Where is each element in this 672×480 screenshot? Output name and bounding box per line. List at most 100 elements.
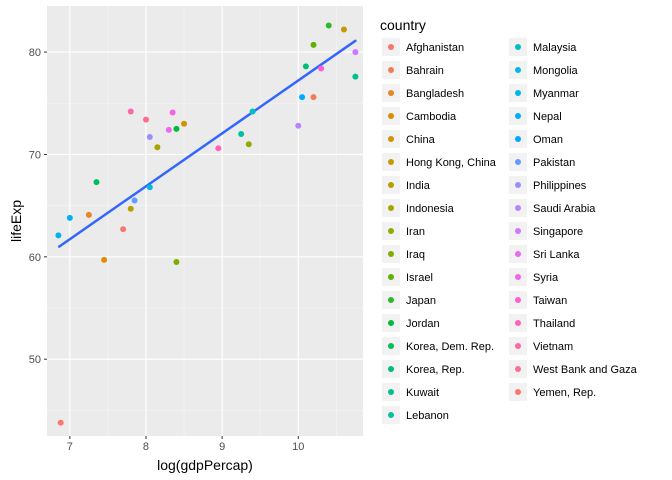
- legend-item: Kuwait: [382, 383, 439, 401]
- legend-swatch: [515, 136, 521, 142]
- legend-label: Myanmar: [533, 88, 579, 100]
- legend-item: Korea, Dem. Rep.: [382, 337, 494, 355]
- data-point: [299, 94, 306, 101]
- legend-swatch: [388, 274, 394, 280]
- major-gridlines: [47, 6, 363, 436]
- legend-swatch: [388, 251, 394, 257]
- legend-swatch: [515, 297, 521, 303]
- legend-label: Korea, Rep.: [406, 364, 465, 376]
- legend-swatch: [388, 205, 394, 211]
- legend-label: Singapore: [533, 226, 583, 238]
- legend-item: Cambodia: [382, 107, 457, 125]
- legend-swatch: [388, 44, 394, 50]
- legend-swatch: [515, 182, 521, 188]
- data-point: [215, 145, 222, 152]
- legend-label: Taiwan: [533, 295, 567, 307]
- minor-gridlines: [47, 6, 363, 436]
- legend-swatch: [388, 113, 394, 119]
- legend-item: Taiwan: [509, 291, 567, 309]
- legend-item: Myanmar: [509, 84, 579, 102]
- legend-label: Hong Kong, China: [406, 157, 497, 169]
- legend-swatch: [515, 159, 521, 165]
- y-axis-title: lifeExp: [8, 200, 24, 242]
- legend-item: Sri Lanka: [509, 245, 580, 263]
- legend-label: Afghanistan: [406, 42, 464, 54]
- legend-label: Syria: [533, 272, 559, 284]
- legend-item: Philippines: [509, 176, 587, 194]
- legend-item: Lebanon: [382, 406, 449, 424]
- legend-item: Hong Kong, China: [382, 153, 497, 171]
- data-point: [57, 419, 64, 426]
- legend-item: Afghanistan: [382, 38, 464, 56]
- legend-label: Yemen, Rep.: [533, 387, 596, 399]
- legend-item: Bangladesh: [382, 84, 464, 102]
- data-point: [55, 232, 62, 239]
- legend-swatch: [388, 159, 394, 165]
- legend-swatch: [388, 412, 394, 418]
- legend-label: Saudi Arabia: [533, 203, 596, 215]
- legend-label: Israel: [406, 272, 433, 284]
- legend-item: Vietnam: [509, 337, 573, 355]
- legend-label: Kuwait: [406, 387, 439, 399]
- legend-label: West Bank and Gaza: [533, 364, 638, 376]
- legend-label: Iraq: [406, 249, 425, 261]
- data-point: [165, 126, 172, 133]
- data-point: [120, 226, 127, 233]
- legend-item: Indonesia: [382, 199, 455, 217]
- legend-swatch: [515, 366, 521, 372]
- data-point: [340, 26, 347, 33]
- data-point: [302, 63, 309, 70]
- legend-label: Sri Lanka: [533, 249, 580, 261]
- data-points: [55, 22, 359, 426]
- legend-swatch: [515, 274, 521, 280]
- data-point: [169, 109, 176, 116]
- legend-swatch: [388, 228, 394, 234]
- legend-label: Indonesia: [406, 203, 455, 215]
- legend-swatch: [388, 182, 394, 188]
- data-point: [146, 184, 153, 191]
- legend-swatch: [388, 67, 394, 73]
- legend-item: Korea, Rep.: [382, 360, 465, 378]
- y-tick-label: 60: [29, 252, 41, 264]
- legend-item: India: [382, 176, 431, 194]
- axis-ticks: [44, 51, 299, 439]
- regression-line: [57, 39, 357, 248]
- legend-item: Malaysia: [509, 38, 577, 56]
- legend-item: Mongolia: [509, 61, 579, 79]
- legend-item: Pakistan: [509, 153, 575, 171]
- legend-label: Iran: [406, 226, 425, 238]
- legend-item: West Bank and Gaza: [509, 360, 638, 378]
- legend-item: Jordan: [382, 314, 440, 332]
- legend-label: Cambodia: [406, 111, 457, 123]
- data-point: [181, 120, 188, 127]
- legend-swatch: [388, 297, 394, 303]
- legend-item: Bahrain: [382, 61, 444, 79]
- data-point: [173, 125, 180, 132]
- legend-item: Iran: [382, 222, 425, 240]
- legend-label: Lebanon: [406, 410, 449, 422]
- data-point: [142, 116, 149, 123]
- legend-item: Saudi Arabia: [509, 199, 596, 217]
- data-point: [66, 214, 73, 221]
- legend-item: China: [382, 130, 436, 148]
- legend-label: Japan: [406, 295, 436, 307]
- legend-item: Oman: [509, 130, 563, 148]
- legend-item: Yemen, Rep.: [509, 383, 596, 401]
- legend-swatch: [388, 90, 394, 96]
- data-point: [238, 130, 245, 137]
- legend-label: Nepal: [533, 111, 562, 123]
- legend-label: Thailand: [533, 318, 575, 330]
- legend-label: Malaysia: [533, 42, 577, 54]
- data-point: [352, 73, 359, 80]
- legend-swatch: [515, 320, 521, 326]
- legend-label: Vietnam: [533, 341, 573, 353]
- legend-swatch: [515, 90, 521, 96]
- axis-tick-labels: 7 8 9 10 50 60 70 80: [29, 47, 305, 453]
- legend-swatch: [515, 251, 521, 257]
- legend-title: country: [380, 17, 426, 33]
- legend-label: Philippines: [533, 180, 587, 192]
- y-tick-label: 80: [29, 47, 41, 59]
- legend-swatch: [388, 320, 394, 326]
- legend-item: Syria: [509, 268, 559, 286]
